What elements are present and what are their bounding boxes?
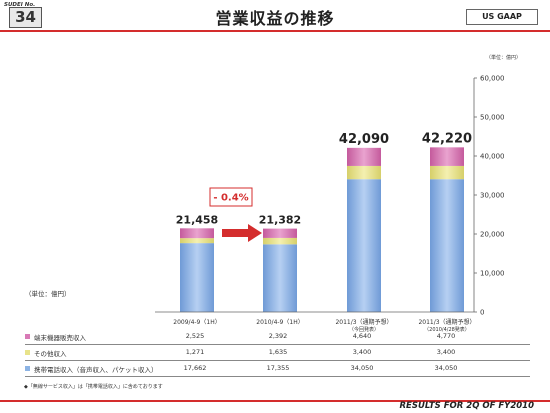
table-cell: 3,400 <box>352 348 372 356</box>
total-label: 21,382 <box>259 214 301 227</box>
total-label: 42,220 <box>422 131 472 146</box>
table-cell: 2,525 <box>185 332 205 340</box>
x-tick-label: 2009/4-9（1H） <box>173 319 220 326</box>
x-tick-label: 2011/3（通期予想） <box>335 318 392 326</box>
bar-segment-other <box>180 238 214 244</box>
unit-label-left: （単位：億円） <box>25 290 71 298</box>
legend-swatch-handset <box>25 334 30 339</box>
bar-segment-other <box>347 165 381 180</box>
series-label-handset: 端末機器販売収入 <box>34 334 86 342</box>
y-tick-label: 10,000 <box>480 270 505 278</box>
bar-segment-handset <box>430 147 464 166</box>
footer-divider <box>0 400 550 402</box>
table-cell: 17,355 <box>266 364 290 372</box>
x-tick-label: 2010/4-9（1H） <box>256 319 303 326</box>
table-cell: 17,662 <box>183 364 207 372</box>
table-divider <box>25 376 530 377</box>
total-label: 21,458 <box>176 213 218 226</box>
table-cell: 34,050 <box>350 364 374 372</box>
legend-swatch-other <box>25 350 30 355</box>
x-tick-sublabel: （今回発表） <box>349 326 379 333</box>
bar-segment-handset <box>263 228 297 238</box>
x-tick-sublabel: （2010/4/28発表） <box>424 326 470 333</box>
table-row-other: その他収入 1,271 1,635 3,400 3,400 <box>25 346 530 360</box>
table-cell: 1,271 <box>185 348 205 356</box>
footnote: ◆「無線サービス収入」は「携帯電話収入」に含めております <box>24 384 163 390</box>
arrow-right-icon <box>222 224 262 242</box>
change-badge <box>209 187 253 207</box>
table-row-mobile: 携帯電話収入（音声収入、パケット収入） 17,662 17,355 34,050… <box>25 362 530 376</box>
unit-label-top: （単位：億円） <box>486 55 522 61</box>
table-cell: 3,400 <box>436 348 456 356</box>
table-divider <box>25 360 530 361</box>
slide-number: 34 <box>9 7 42 28</box>
table-divider <box>25 344 530 345</box>
series-label-other: その他収入 <box>34 350 67 358</box>
bar-segment-handset <box>347 147 381 166</box>
table-cell: 1,635 <box>268 348 288 356</box>
bar-segment-other <box>430 165 464 180</box>
bar-segment-handset <box>180 228 214 239</box>
x-tick-label: 2011/3（通期予想） <box>418 318 475 326</box>
bar-segment-mobile <box>263 244 297 312</box>
series-label-mobile: 携帯電話収入（音声収入、パケット収入） <box>34 366 158 374</box>
y-tick-label: 60,000 <box>480 75 505 83</box>
table-cell: 2,392 <box>268 332 288 340</box>
y-tick-label: 50,000 <box>480 114 505 122</box>
gaap-badge: US GAAP <box>466 9 538 25</box>
bar-segment-mobile <box>347 179 381 312</box>
y-tick-label: 30,000 <box>480 192 505 200</box>
y-tick-label: 0 <box>480 309 484 317</box>
y-tick-label: 20,000 <box>480 231 505 239</box>
table-cell: 4,770 <box>436 332 456 340</box>
page-title: 営業収益の推移 <box>215 9 335 28</box>
y-tick-label: 40,000 <box>480 153 505 161</box>
bar-segment-other <box>263 237 297 245</box>
bar-segment-mobile <box>180 243 214 312</box>
total-label: 42,090 <box>339 132 389 147</box>
table-row-handset: 端末機器販売収入 2,525 2,392 4,640 4,770 <box>25 330 530 344</box>
table-cell: 34,050 <box>434 364 458 372</box>
footer-text: RESULTS FOR 2Q OF FY2010 <box>399 401 534 411</box>
change-label: - 0.4% <box>213 193 248 204</box>
legend-swatch-mobile <box>25 366 30 371</box>
table-cell: 4,640 <box>352 332 372 340</box>
bar-segment-mobile <box>430 179 464 312</box>
header-divider <box>0 30 550 32</box>
slide-number-label: SUDEI No. <box>4 2 36 8</box>
